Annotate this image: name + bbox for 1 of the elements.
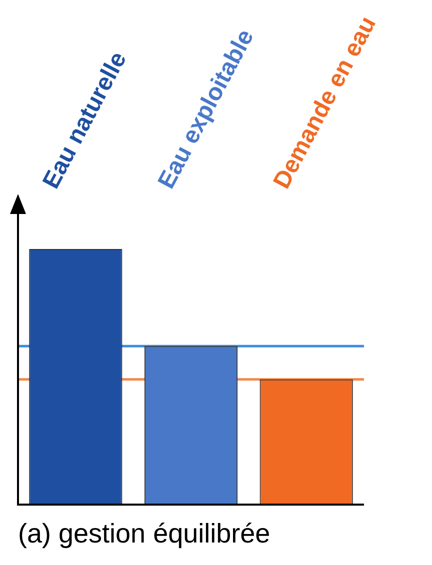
- text: (a) gestion équilibrée: [18, 518, 270, 548]
